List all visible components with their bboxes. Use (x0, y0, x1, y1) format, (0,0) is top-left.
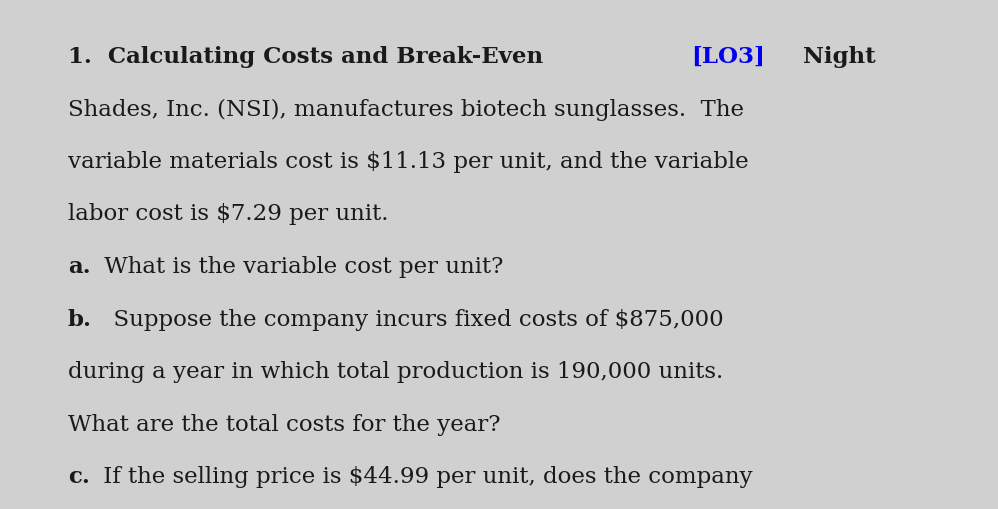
Text: during a year in which total production is 190,000 units.: during a year in which total production … (68, 360, 724, 382)
Text: Night: Night (786, 46, 875, 68)
Text: c.: c. (68, 465, 90, 487)
Text: labor cost is $7.29 per unit.: labor cost is $7.29 per unit. (68, 203, 388, 225)
Text: If the selling price is $44.99 per unit, does the company: If the selling price is $44.99 per unit,… (96, 465, 752, 487)
Text: b.: b. (68, 308, 92, 330)
Text: a.: a. (68, 256, 91, 277)
Text: variable materials cost is $11.13 per unit, and the variable: variable materials cost is $11.13 per un… (68, 151, 748, 173)
Text: Suppose the company incurs fixed costs of $875,000: Suppose the company incurs fixed costs o… (99, 308, 724, 330)
Text: What is the variable cost per unit?: What is the variable cost per unit? (97, 256, 503, 277)
Text: Shades, Inc. (NSI), manufactures biotech sunglasses.  The: Shades, Inc. (NSI), manufactures biotech… (68, 98, 744, 120)
Text: [LO3]: [LO3] (692, 46, 765, 68)
Text: 1.  Calculating Costs and Break-Even: 1. Calculating Costs and Break-Even (68, 46, 551, 68)
Text: What are the total costs for the year?: What are the total costs for the year? (68, 413, 500, 435)
